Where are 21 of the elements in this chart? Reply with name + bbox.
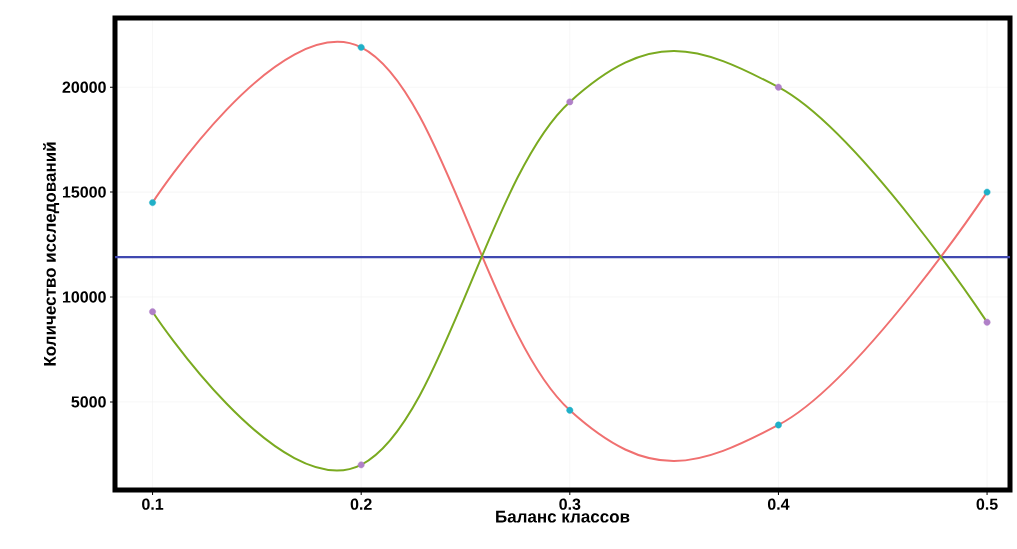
point xyxy=(566,406,574,414)
x-tick-label: 0.1 xyxy=(142,498,164,510)
point xyxy=(983,188,991,196)
y-tick-label: 15000 xyxy=(62,186,106,198)
y-axis-title: Количество исследований xyxy=(43,142,60,366)
point xyxy=(566,98,574,106)
x-tick-label: 0.3 xyxy=(559,498,581,510)
point xyxy=(983,318,991,326)
x-tick-label: 0.5 xyxy=(976,498,998,510)
point xyxy=(775,83,782,91)
x-tick-label: 0.4 xyxy=(767,498,790,510)
y-tick-label: 20000 xyxy=(62,81,106,93)
point xyxy=(775,421,782,429)
x-axis-title: Баланс классов xyxy=(496,510,630,523)
point xyxy=(357,461,365,469)
point xyxy=(149,308,156,316)
point xyxy=(149,199,156,206)
y-tick-label: 5000 xyxy=(71,396,106,408)
x-tick-label: 0.2 xyxy=(350,498,372,510)
point xyxy=(357,43,365,51)
y-tick-label: 10000 xyxy=(62,291,106,303)
